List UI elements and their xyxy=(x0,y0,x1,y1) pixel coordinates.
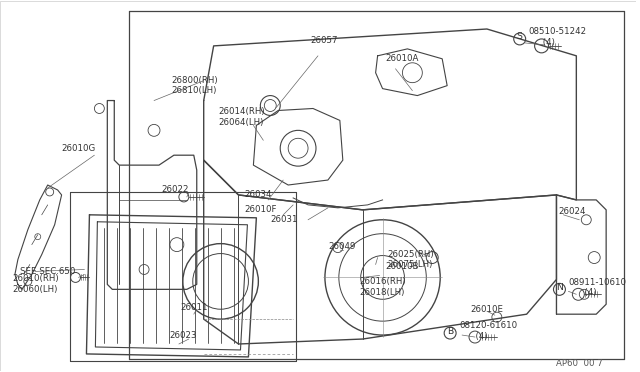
Text: 26010B: 26010B xyxy=(385,262,419,271)
Text: 08120-61610
      (4): 08120-61610 (4) xyxy=(459,321,517,341)
Text: 26023: 26023 xyxy=(169,331,196,340)
Text: 26010A: 26010A xyxy=(385,54,419,63)
Text: 26025(RH)
26075(LH): 26025(RH) 26075(LH) xyxy=(388,250,434,269)
Text: 26049: 26049 xyxy=(328,242,355,251)
Text: S: S xyxy=(516,32,523,41)
Text: AP60  00 7: AP60 00 7 xyxy=(556,359,604,368)
Text: 26010G: 26010G xyxy=(61,144,96,153)
Text: N: N xyxy=(556,283,563,292)
Text: 26010E: 26010E xyxy=(470,305,503,314)
Text: 26022: 26022 xyxy=(161,186,188,195)
Text: 26011: 26011 xyxy=(181,303,209,312)
Text: 26057: 26057 xyxy=(310,36,337,45)
Text: 26800(RH)
26810(LH): 26800(RH) 26810(LH) xyxy=(171,76,218,95)
Text: 08911-10610
      (4): 08911-10610 (4) xyxy=(568,278,627,297)
Text: 26016(RH)
26018(LH): 26016(RH) 26018(LH) xyxy=(360,278,406,297)
Text: 08510-51242
     (4): 08510-51242 (4) xyxy=(529,27,587,46)
Text: B: B xyxy=(447,327,453,336)
Text: 26024: 26024 xyxy=(559,207,586,217)
Text: 26031: 26031 xyxy=(270,215,298,224)
Text: SEE SEC.650: SEE SEC.650 xyxy=(20,267,76,276)
Text: 26010(RH)
26060(LH): 26010(RH) 26060(LH) xyxy=(12,275,58,294)
Text: 26010F: 26010F xyxy=(244,205,277,214)
Text: 26014(RH)
26064(LH): 26014(RH) 26064(LH) xyxy=(219,108,265,127)
Text: 26034: 26034 xyxy=(244,190,272,199)
